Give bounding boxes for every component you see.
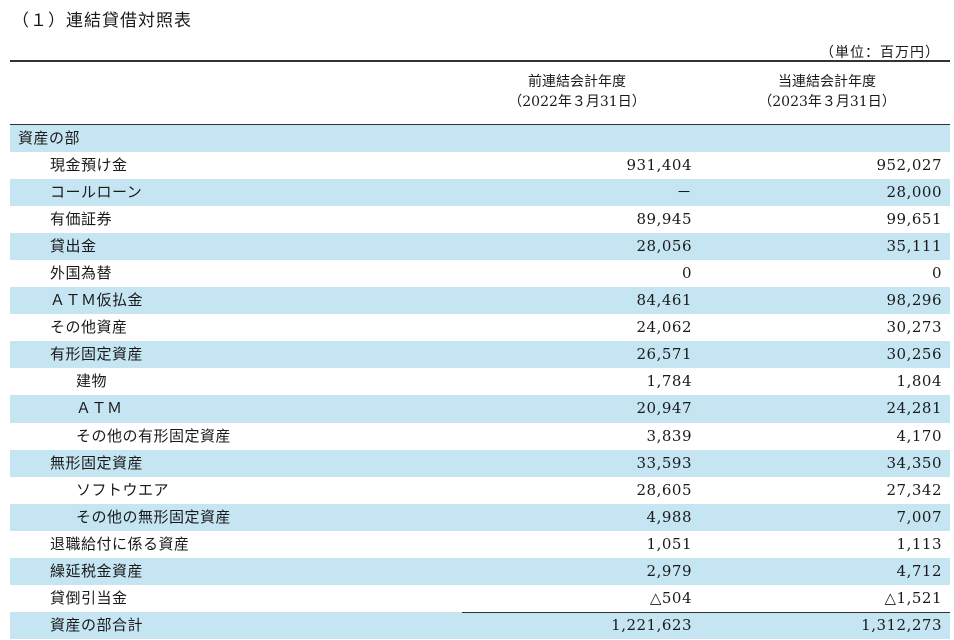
table-row: ＡＴＭ仮払金 84,461 98,296 [10, 287, 950, 315]
prior-year-value: 1,784 [646, 372, 692, 391]
row-label: 有価証券 [50, 210, 113, 229]
row-label: 建物 [76, 372, 108, 391]
table-row: 建物 1,784 1,804 [10, 368, 950, 395]
subtotal-rule [462, 611, 950, 613]
current-year-value: 0 [931, 264, 942, 283]
table-row: ソフトウエア 28,605 27,342 [10, 477, 950, 504]
current-year-value: 7,007 [896, 507, 942, 526]
row-label: その他の無形固定資産 [76, 507, 232, 526]
table-row: 現金預け金 931,404 952,027 [10, 152, 950, 179]
table-row-total: 資産の部合計 1,221,623 1,312,273 [10, 611, 950, 639]
column-header-prior-year-title: 前連結会計年度 [528, 74, 626, 90]
table-row: 有形固定資産 26,571 30,256 [10, 341, 950, 369]
table-row: 貸出金 28,056 35,111 [10, 233, 950, 261]
current-year-value: 27,342 [886, 480, 942, 499]
current-year-value: 1,804 [896, 372, 942, 391]
prior-year-value: 931,404 [626, 156, 692, 175]
prior-year-value: 3,839 [646, 426, 692, 445]
prior-year-value: 4,988 [646, 507, 692, 526]
current-year-value: 24,281 [886, 399, 942, 418]
table-row: 貸倒引当金 △504 △1,521 [10, 585, 950, 612]
prior-year-value: 26,571 [636, 345, 692, 364]
row-label: 貸倒引当金 [50, 588, 128, 607]
top-rule [10, 60, 950, 62]
row-label: その他の有形固定資産 [76, 426, 232, 445]
row-label: 資産の部合計 [50, 615, 144, 634]
table-row: その他資産 24,062 30,273 [10, 314, 950, 341]
current-year-value: 34,350 [886, 453, 942, 472]
column-header-current-year: 当連結会計年度 （2023年３月31日） [727, 72, 927, 112]
prior-year-value: 1,051 [646, 534, 692, 553]
table-row: その他の無形固定資産 4,988 7,007 [10, 503, 950, 531]
balance-sheet-table: 資産の部 現金預け金 931,404 952,027 コールローン － 28,0… [10, 125, 950, 639]
row-label: 無形固定資産 [50, 453, 144, 472]
current-year-value: 1,113 [896, 534, 942, 553]
table-row: 無形固定資産 33,593 34,350 [10, 449, 950, 477]
current-year-value: 98,296 [886, 291, 942, 310]
current-year-value: 4,712 [896, 561, 942, 580]
prior-year-value: 84,461 [636, 291, 692, 310]
row-label: 有形固定資産 [50, 345, 144, 364]
current-year-value: 28,000 [886, 183, 942, 202]
row-label: 資産の部 [18, 129, 81, 147]
current-year-value: 35,111 [886, 237, 942, 256]
column-header-prior-year: 前連結会計年度 （2022年３月31日） [477, 72, 677, 112]
prior-year-value: 0 [681, 264, 692, 283]
row-label: ＡＴＭ仮払金 [50, 291, 144, 310]
current-year-value: 952,027 [876, 156, 942, 175]
row-label: コールローン [50, 183, 143, 202]
table-row-section-header: 資産の部 [10, 125, 950, 153]
current-year-value: △1,521 [884, 588, 942, 607]
row-label: 貸出金 [50, 237, 97, 256]
row-label: 外国為替 [50, 264, 113, 283]
table-row: 外国為替 0 0 [10, 260, 950, 287]
current-year-value: 30,273 [886, 318, 942, 337]
prior-year-value: － [676, 183, 692, 202]
prior-year-value: 33,593 [636, 453, 692, 472]
row-label: 現金預け金 [50, 156, 128, 175]
current-year-value: 99,651 [886, 210, 942, 229]
prior-year-value: 24,062 [636, 318, 692, 337]
prior-year-value: 1,221,623 [611, 615, 692, 634]
prior-year-value: 28,605 [636, 480, 692, 499]
column-header-prior-year-date: （2022年３月31日） [508, 94, 646, 110]
column-header-current-year-title: 当連結会計年度 [778, 74, 876, 90]
row-label: その他資産 [50, 318, 128, 337]
current-year-value: 30,256 [886, 345, 942, 364]
prior-year-value: △504 [649, 588, 692, 607]
table-row: ＡＴＭ 20,947 24,281 [10, 395, 950, 423]
table-row: コールローン － 28,000 [10, 179, 950, 207]
table-row: 繰延税金資産 2,979 4,712 [10, 557, 950, 585]
prior-year-value: 20,947 [636, 399, 692, 418]
column-header-current-year-date: （2023年３月31日） [758, 94, 896, 110]
row-label: 退職給付に係る資産 [50, 534, 190, 553]
table-row: 有価証券 89,945 99,651 [10, 206, 950, 233]
row-label: 繰延税金資産 [50, 561, 144, 580]
table-row: 退職給付に係る資産 1,051 1,113 [10, 531, 950, 558]
table-row: その他の有形固定資産 3,839 4,170 [10, 423, 950, 450]
unit-label: （単位：百万円） [820, 45, 940, 61]
row-label: ソフトウエア [76, 480, 170, 499]
prior-year-value: 89,945 [636, 210, 692, 229]
current-year-value: 1,312,273 [861, 615, 942, 634]
header-rule [10, 124, 950, 125]
current-year-value: 4,170 [896, 426, 942, 445]
prior-year-value: 2,979 [646, 561, 692, 580]
prior-year-value: 28,056 [636, 237, 692, 256]
table-title: （１）連結貸借対照表 [12, 11, 192, 31]
row-label: ＡＴＭ [76, 399, 123, 418]
